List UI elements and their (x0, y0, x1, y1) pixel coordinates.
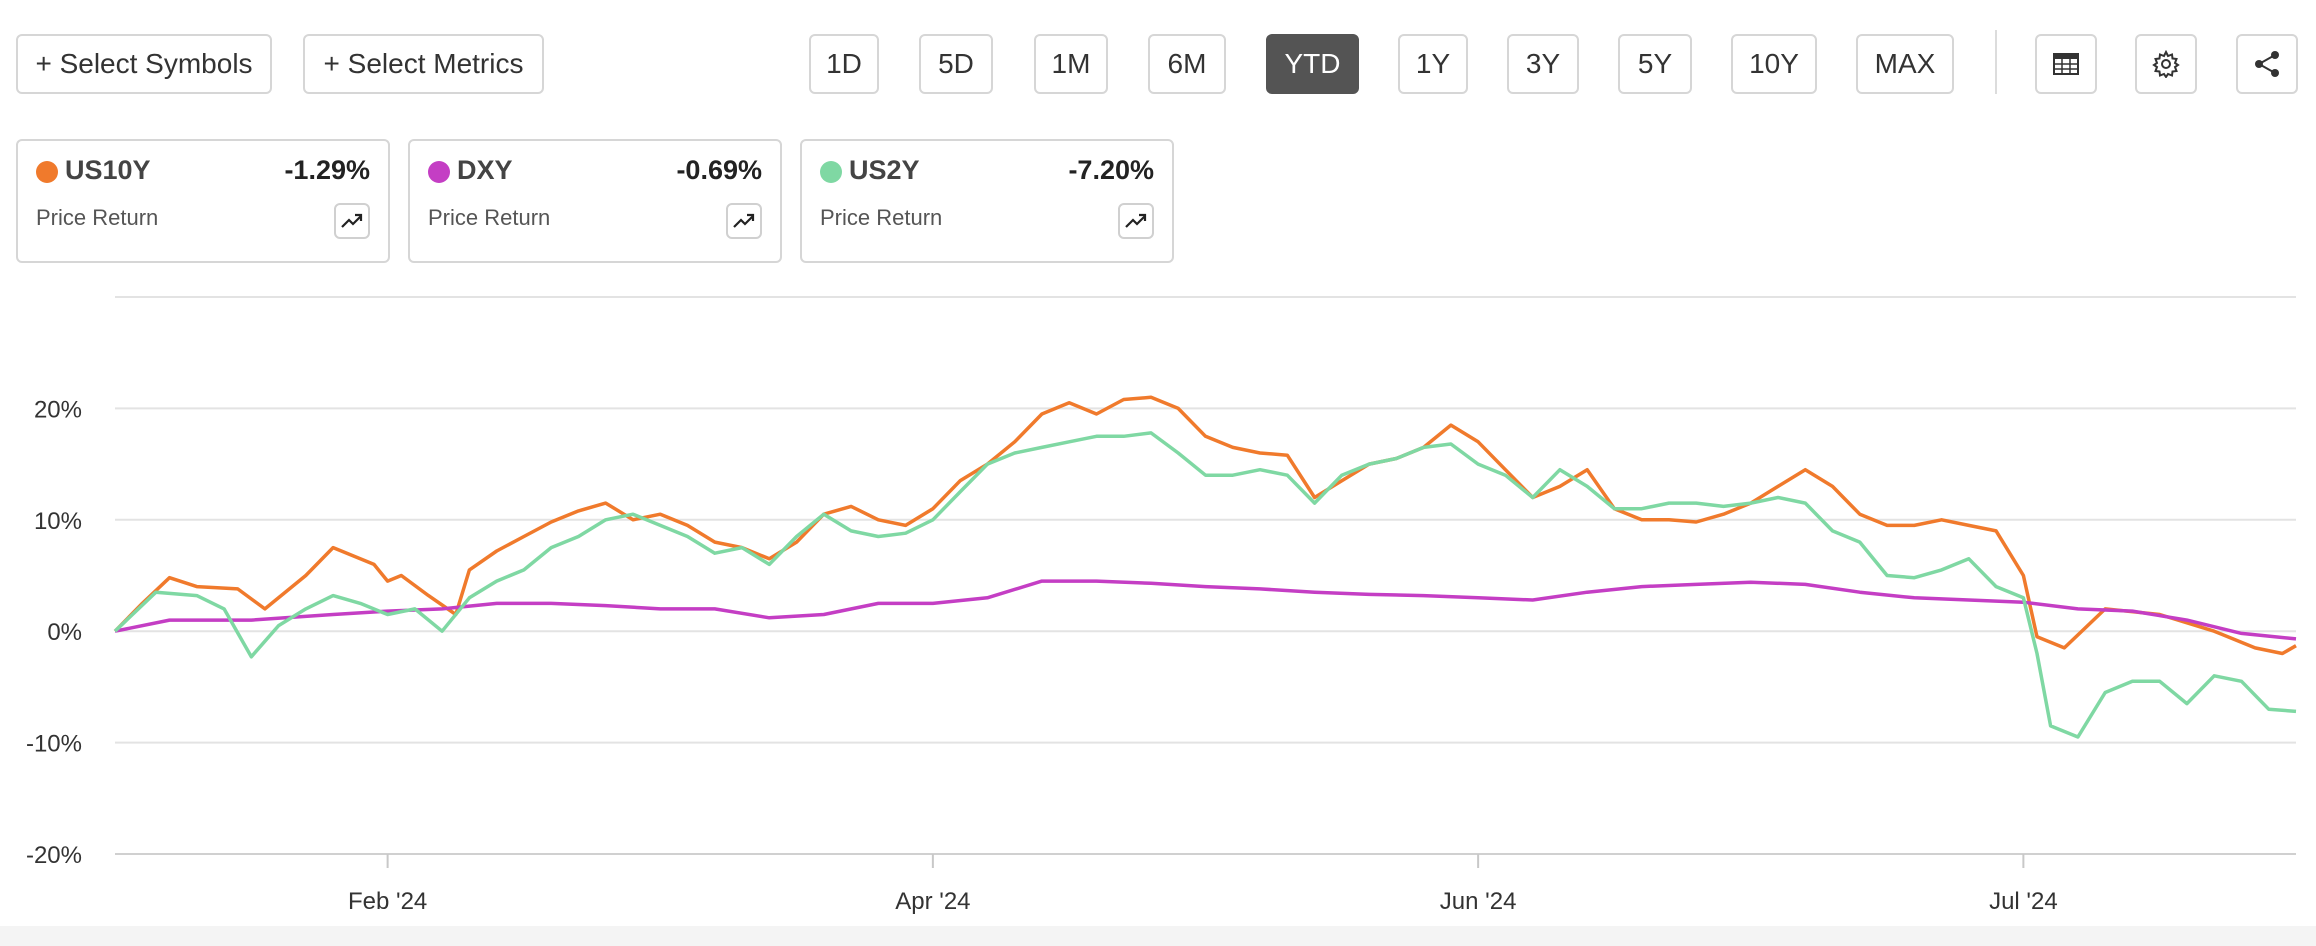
range-5d-button[interactable]: 5D (919, 34, 993, 94)
trend-button[interactable] (1118, 203, 1154, 239)
symbol-card-us2y[interactable]: US2Y -7.20% Price Return (800, 139, 1174, 263)
series-line-us10y (113, 395, 2297, 656)
x-tick-label: Apr '24 (895, 888, 970, 915)
y-tick-label: 0% (47, 619, 82, 646)
trend-button[interactable] (726, 203, 762, 239)
trending-up-icon (1125, 213, 1147, 228)
y-tick-label: -20% (26, 842, 82, 869)
symbol-name: US2Y (849, 155, 920, 185)
range-6m-button[interactable]: 6M (1148, 34, 1226, 94)
metric-label: Price Return (820, 205, 943, 230)
range-1m-button[interactable]: 1M (1034, 34, 1108, 94)
range-1y-button[interactable]: 1Y (1398, 34, 1468, 94)
series-color-dot (428, 161, 450, 183)
share-button[interactable] (2236, 34, 2298, 94)
symbol-change: -7.20% (1068, 155, 1154, 185)
series-line-dxy (114, 579, 2297, 641)
symbol-card-us10y[interactable]: US10Y -1.29% Price Return (16, 139, 390, 263)
settings-button[interactable] (2135, 34, 2197, 94)
range-1d-button[interactable]: 1D (809, 34, 879, 94)
y-tick-label: 10% (34, 508, 82, 535)
toolbar-divider (1995, 30, 1997, 94)
x-tick-label: Feb '24 (348, 888, 427, 915)
share-icon (2255, 51, 2279, 77)
symbol-name: DXY (457, 155, 513, 185)
metric-label: Price Return (36, 205, 159, 230)
select-metrics-button[interactable]: + Select Metrics (303, 34, 544, 94)
symbol-card-dxy[interactable]: DXY -0.69% Price Return (408, 139, 782, 263)
range-10y-button[interactable]: 10Y (1731, 34, 1817, 94)
y-tick-label: 20% (34, 396, 82, 423)
range-max-button[interactable]: MAX (1856, 34, 1954, 94)
trend-button[interactable] (334, 203, 370, 239)
select-symbols-button[interactable]: + Select Symbols (16, 34, 272, 94)
gear-icon (2152, 50, 2180, 78)
series-color-dot (820, 161, 842, 183)
symbol-change: -0.69% (676, 155, 762, 185)
trending-up-icon (341, 213, 363, 228)
symbol-name: US10Y (65, 155, 151, 185)
symbol-change: -1.29% (284, 155, 370, 185)
table-view-button[interactable] (2035, 34, 2097, 94)
series-line-us2y (113, 431, 2297, 739)
x-tick-label: Jul '24 (1989, 888, 2058, 915)
metric-label: Price Return (428, 205, 551, 230)
trending-up-icon (733, 213, 755, 228)
table-icon (2053, 53, 2079, 75)
range-5y-button[interactable]: 5Y (1618, 34, 1692, 94)
range-3y-button[interactable]: 3Y (1507, 34, 1579, 94)
x-tick-label: Jun '24 (1440, 888, 1517, 915)
footer-strip (0, 926, 2316, 946)
range-ytd-button[interactable]: YTD (1266, 34, 1359, 94)
series-color-dot (36, 161, 58, 183)
y-tick-label: -10% (26, 731, 82, 758)
